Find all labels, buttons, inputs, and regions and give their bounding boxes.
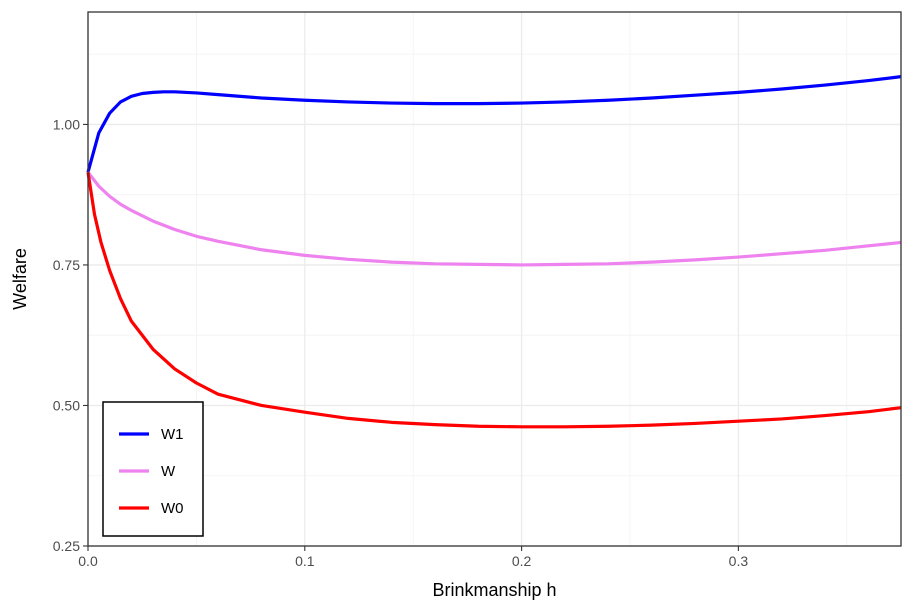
series-line-w0 <box>86 171 902 429</box>
y-tick-label: 0.50 <box>53 397 80 413</box>
legend-label-w1: W1 <box>161 426 184 443</box>
legend-label-w: W <box>161 463 176 480</box>
series-line-w1 <box>86 75 902 173</box>
plot-border <box>87 11 902 547</box>
axis-ticks <box>83 123 739 551</box>
grid-minor <box>88 12 901 546</box>
tick-labels: 0.0 0.1 0.2 0.3 0.25 0.50 0.75 1.00 <box>53 116 749 569</box>
y-tick-label: 1.00 <box>53 116 80 132</box>
y-axis-title: Welfare <box>10 248 30 310</box>
series-line-w <box>86 171 902 267</box>
y-tick-label: 0.75 <box>53 257 80 273</box>
series-layer <box>86 75 902 429</box>
x-axis-title: Brinkmanship h <box>432 580 556 600</box>
legend: W1 W W0 <box>102 401 204 537</box>
x-tick-label: 0.1 <box>295 553 315 569</box>
x-tick-label: 0.2 <box>512 553 532 569</box>
legend-box <box>102 401 204 537</box>
legend-label-w0: W0 <box>161 500 184 517</box>
y-tick-label: 0.25 <box>53 538 80 554</box>
x-tick-label: 0.0 <box>78 553 98 569</box>
x-tick-label: 0.3 <box>729 553 749 569</box>
